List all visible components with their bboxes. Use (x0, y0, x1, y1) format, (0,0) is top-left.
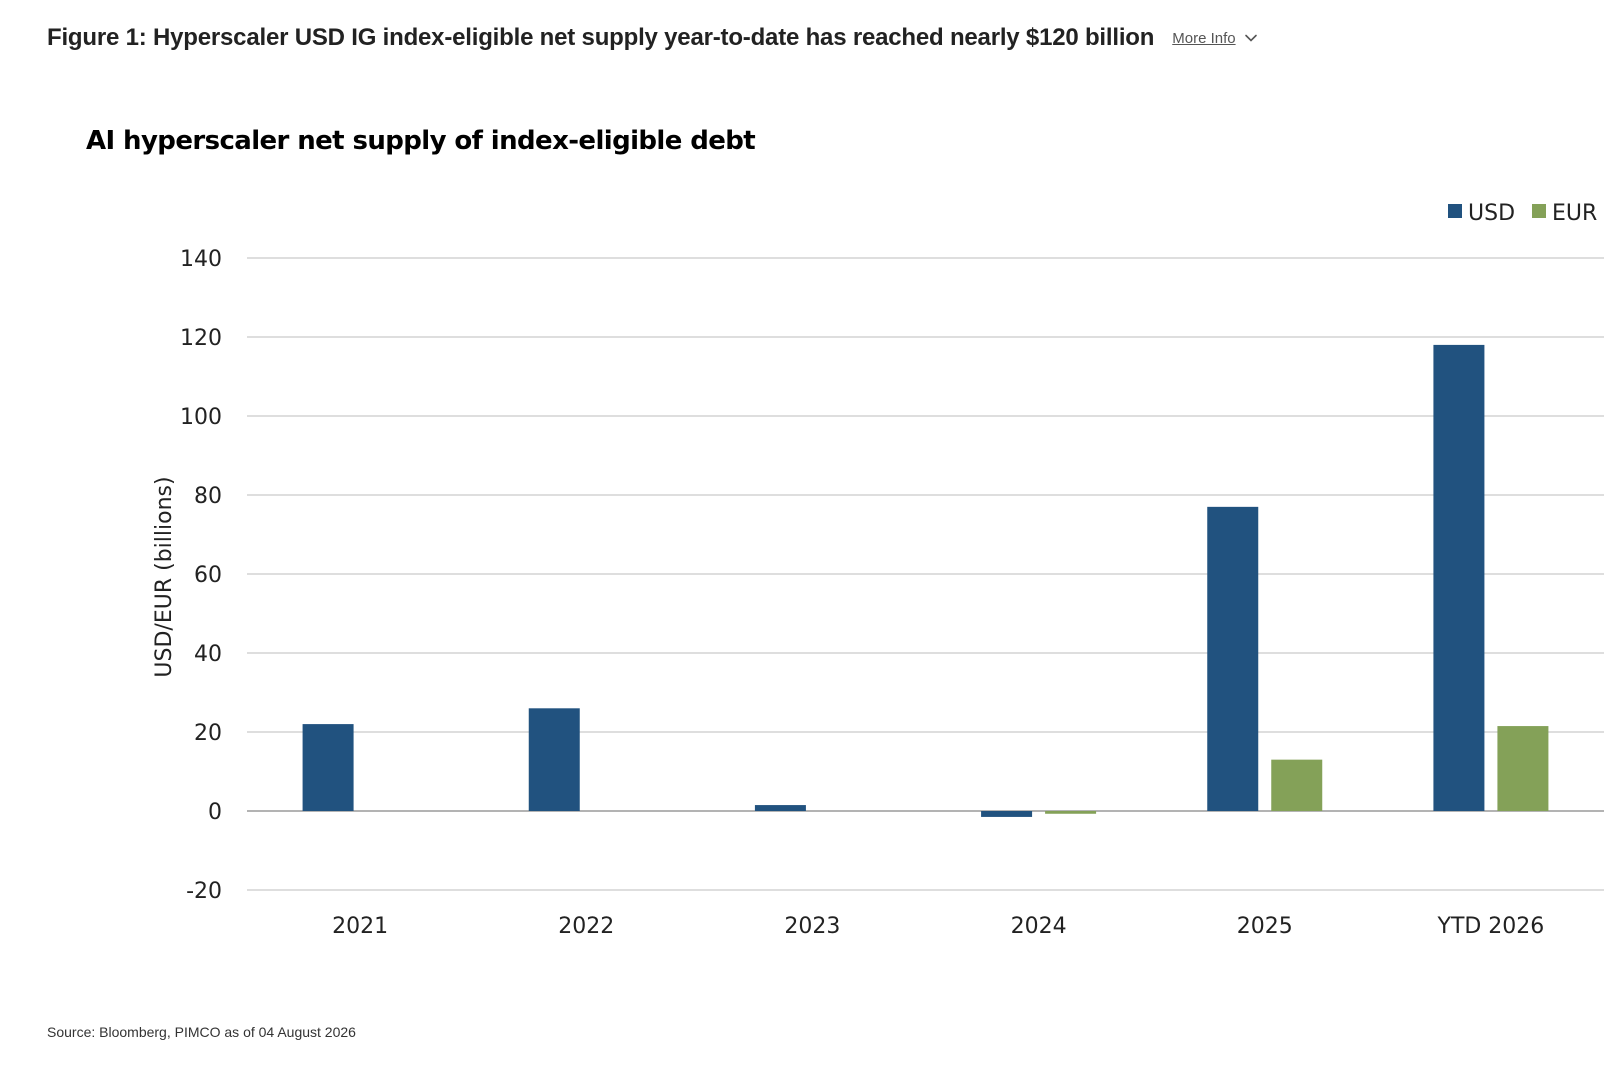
bar-usd-ytd-2026 (1433, 344, 1485, 811)
gridlines (247, 257, 1604, 891)
legend-swatch-eur (1532, 204, 1546, 218)
x-tick-label: YTD 2026 (1437, 914, 1545, 939)
bar-usd-2021 (302, 724, 354, 811)
y-tick-label: 20 (194, 721, 222, 746)
bar-usd-2025 (1207, 506, 1259, 811)
y-tick-label: 80 (194, 484, 222, 509)
legend-label-usd: USD (1468, 201, 1515, 226)
y-tick-label: 120 (180, 326, 222, 351)
y-tick-labels: -20 0 20 40 60 80 100 120 140 (180, 247, 222, 904)
y-tick-label: -20 (186, 879, 222, 904)
legend: USD EUR (1448, 201, 1597, 226)
x-tick-label: 2025 (1237, 914, 1293, 939)
figure-header: Figure 1: Hyperscaler USD IG index-eligi… (47, 24, 1258, 52)
y-tick-label: 60 (194, 563, 222, 588)
x-tick-label: 2022 (558, 914, 614, 939)
x-tick-label: 2021 (332, 914, 388, 939)
more-info-toggle[interactable]: More Info (1172, 30, 1257, 47)
legend-label-eur: EUR (1552, 201, 1597, 226)
legend-swatch-usd (1448, 204, 1462, 218)
x-tick-label: 2024 (1011, 914, 1067, 939)
bar-eur-2025 (1271, 759, 1323, 811)
y-tick-label: 140 (180, 247, 222, 272)
y-tick-label: 40 (194, 642, 222, 667)
y-axis-label: USD/EUR (billions) (152, 476, 177, 677)
x-tick-labels: 2021 2022 2023 2024 2025 YTD 2026 (332, 914, 1544, 939)
chart-title: AI hyperscaler net supply of index-eligi… (86, 126, 756, 156)
y-tick-label: 0 (208, 800, 222, 825)
x-tick-label: 2023 (784, 914, 840, 939)
source-note: Source: Bloomberg, PIMCO as of 04 August… (47, 1024, 356, 1040)
bars (302, 344, 1549, 817)
bar-eur-2024 (1045, 811, 1097, 814)
more-info-label[interactable]: More Info (1172, 29, 1236, 47)
chevron-down-icon[interactable] (1244, 31, 1258, 45)
figure-title: Figure 1: Hyperscaler USD IG index-eligi… (47, 24, 1155, 51)
bar-eur-ytd-2026 (1497, 726, 1549, 811)
bar-usd-2024 (981, 811, 1033, 817)
y-tick-label: 100 (180, 405, 222, 430)
bar-usd-2022 (528, 708, 580, 811)
bar-usd-2023 (754, 805, 806, 811)
